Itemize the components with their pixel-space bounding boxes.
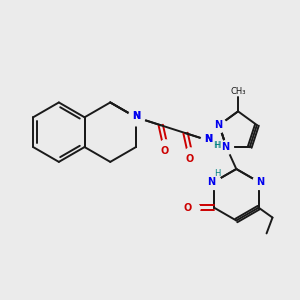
- Text: N: N: [214, 120, 222, 130]
- Text: N: N: [256, 177, 265, 187]
- Text: H: H: [213, 140, 219, 149]
- Text: CH₃: CH₃: [230, 87, 246, 96]
- Text: N: N: [132, 111, 140, 121]
- Text: O: O: [160, 146, 169, 156]
- Text: N: N: [207, 177, 215, 187]
- Text: N: N: [132, 111, 140, 121]
- Text: H: H: [214, 140, 220, 149]
- Text: O: O: [185, 154, 194, 164]
- Text: N: N: [204, 134, 212, 144]
- Text: N: N: [221, 142, 230, 152]
- Text: H: H: [214, 169, 220, 178]
- Text: N: N: [204, 134, 212, 144]
- Text: O: O: [183, 202, 191, 213]
